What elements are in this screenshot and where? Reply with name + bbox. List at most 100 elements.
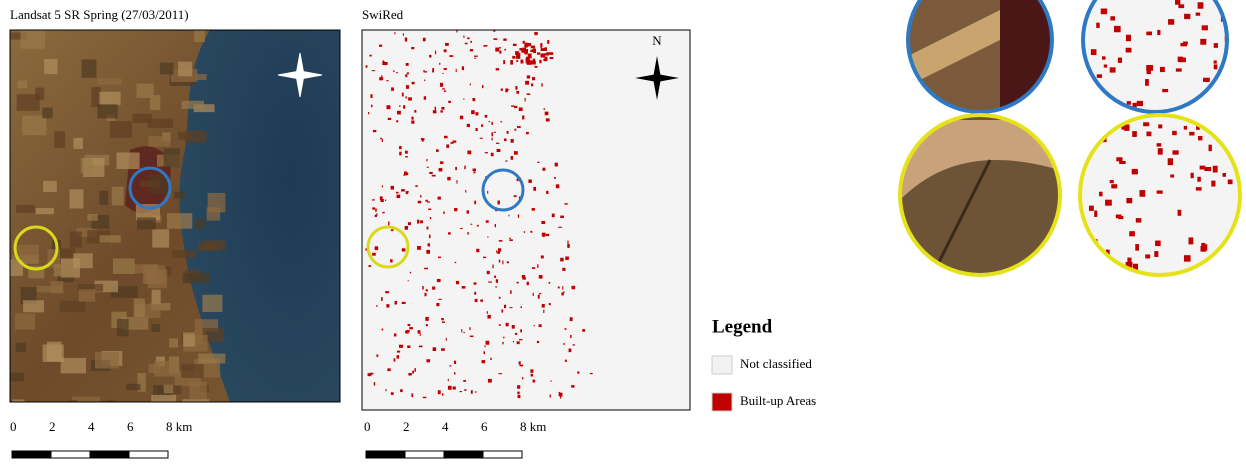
built-up-pixel	[571, 385, 574, 388]
built-up-pixel	[509, 307, 512, 308]
built-up-pixel	[1160, 67, 1165, 72]
built-up-pixel	[1168, 158, 1173, 165]
built-up-pixel	[372, 253, 376, 256]
built-up-pixel	[426, 159, 427, 161]
built-up-pixel	[463, 332, 464, 333]
built-up-pixel	[1089, 129, 1095, 135]
built-up-pixel	[543, 310, 544, 313]
built-up-pixel	[380, 138, 382, 140]
built-up-pixel	[541, 255, 544, 258]
built-up-pixel	[546, 118, 550, 121]
built-up-pixel	[423, 397, 427, 398]
built-up-pixel	[569, 348, 572, 352]
built-up-pixel	[537, 52, 540, 54]
built-up-pixel	[1180, 57, 1185, 62]
field	[15, 313, 35, 329]
built-up-pixel	[1222, 95, 1228, 101]
built-up-pixel	[503, 60, 505, 64]
field	[113, 258, 135, 274]
built-up-pixel	[1234, 233, 1240, 237]
built-up-pixel	[491, 132, 493, 136]
built-up-pixel	[446, 144, 449, 147]
field	[97, 78, 122, 84]
built-up-pixel	[386, 389, 387, 391]
built-up-pixel	[1094, 211, 1097, 217]
built-up-pixel	[1200, 166, 1206, 170]
built-up-pixel	[405, 151, 408, 154]
built-up-pixel	[433, 347, 436, 351]
built-up-pixel	[496, 250, 497, 252]
built-up-pixel	[399, 146, 402, 149]
built-up-pixel	[546, 234, 550, 236]
built-up-pixel	[470, 49, 473, 51]
built-up-pixel	[438, 390, 441, 394]
built-up-pixel	[442, 88, 445, 89]
built-up-pixel	[394, 32, 395, 34]
field	[190, 382, 207, 400]
built-up-pixel	[562, 268, 565, 271]
built-up-pixel	[435, 51, 436, 55]
field	[198, 242, 218, 251]
built-up-pixel	[464, 166, 465, 170]
built-up-pixel	[439, 168, 443, 171]
built-up-pixel	[474, 58, 476, 59]
built-up-pixel	[1154, 251, 1158, 257]
built-up-pixel	[1183, 41, 1188, 44]
built-up-pixel	[501, 88, 503, 91]
built-up-pixel	[405, 156, 408, 157]
built-up-pixel	[546, 191, 548, 194]
built-up-pixel	[534, 325, 535, 326]
built-up-pixel	[497, 251, 500, 254]
built-up-pixel	[402, 248, 406, 251]
built-up-pixel	[408, 373, 412, 376]
built-up-pixel	[513, 44, 517, 46]
built-up-pixel	[1104, 125, 1109, 131]
built-up-pixel	[391, 87, 394, 90]
built-up-pixel	[1168, 19, 1174, 25]
built-up-pixel	[555, 163, 558, 167]
built-up-pixel	[484, 351, 485, 354]
built-up-pixel	[440, 161, 443, 164]
built-up-pixel	[509, 238, 510, 239]
built-up-pixel	[441, 348, 445, 351]
built-up-pixel	[520, 365, 524, 367]
field	[42, 108, 52, 119]
built-up-pixel	[485, 345, 486, 347]
built-up-pixel	[502, 260, 503, 264]
built-up-pixel	[1201, 243, 1205, 248]
built-up-pixel	[391, 392, 394, 395]
built-up-pixel	[541, 221, 545, 224]
satellite-image	[10, 30, 340, 416]
built-up-pixel	[442, 73, 443, 74]
built-up-pixel	[487, 271, 490, 274]
built-up-pixel	[440, 110, 442, 112]
built-up-pixel	[447, 177, 450, 180]
built-up-pixel	[481, 124, 483, 127]
built-up-pixel	[1200, 107, 1203, 112]
built-up-pixel	[1221, 104, 1228, 110]
field	[79, 289, 95, 301]
built-up-pixel	[438, 299, 442, 300]
built-up-pixel	[1223, 173, 1226, 177]
built-up-pixel	[428, 243, 431, 246]
built-up-pixel	[494, 132, 496, 133]
built-up-pixel	[499, 240, 503, 242]
built-up-pixel	[519, 107, 523, 111]
built-up-pixel	[564, 343, 565, 345]
built-up-pixel	[432, 175, 436, 177]
built-up-pixel	[562, 286, 563, 290]
built-up-pixel	[397, 195, 401, 198]
built-up-pixel	[498, 248, 501, 251]
field	[61, 358, 86, 373]
built-up-pixel	[424, 268, 428, 269]
built-up-pixel	[1126, 35, 1131, 41]
field	[35, 88, 44, 101]
built-up-pixel	[499, 51, 501, 54]
built-up-pixel	[493, 38, 497, 40]
built-up-pixel	[410, 272, 411, 273]
built-up-pixel	[467, 124, 470, 127]
built-up-pixel	[465, 190, 466, 193]
built-up-pixel	[448, 101, 451, 103]
scale-label: 8 km	[166, 419, 192, 434]
built-up-pixel	[1214, 60, 1217, 63]
